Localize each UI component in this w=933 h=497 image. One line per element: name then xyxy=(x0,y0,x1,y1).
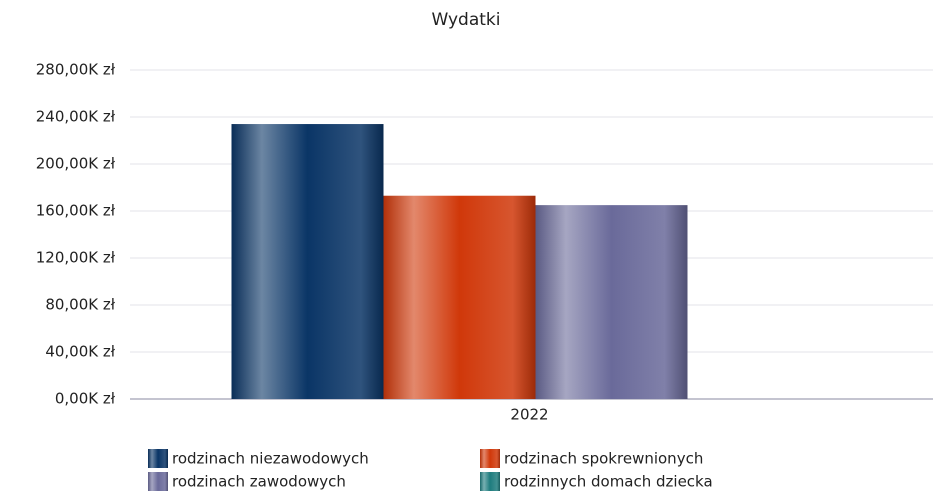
chart-title: Wydatki xyxy=(431,10,500,30)
y-tick-label: 160,00K zł xyxy=(36,202,116,220)
y-tick-label: 120,00K zł xyxy=(36,249,116,267)
y-tick-label: 0,00K zł xyxy=(55,390,116,408)
bar xyxy=(535,205,688,399)
legend-swatch xyxy=(148,449,168,468)
legend-swatch xyxy=(480,472,500,491)
y-tick-label: 200,00K zł xyxy=(36,155,116,173)
bar xyxy=(231,124,384,400)
legend-label: rodzinach zawodowych xyxy=(172,473,346,491)
bar xyxy=(383,195,536,399)
y-tick-label: 280,00K zł xyxy=(36,61,116,79)
legend-label: rodzinnych domach dziecka xyxy=(504,473,713,491)
y-tick-label: 240,00K zł xyxy=(36,108,116,126)
x-tick-label: 2022 xyxy=(510,406,548,424)
y-tick-label: 40,00K zł xyxy=(45,343,115,361)
legend-label: rodzinach niezawodowych xyxy=(172,450,369,468)
legend-swatch xyxy=(480,449,500,468)
legend-label: rodzinach spokrewnionych xyxy=(504,450,703,468)
y-tick-label: 80,00K zł xyxy=(45,296,115,314)
legend-swatch xyxy=(148,472,168,491)
